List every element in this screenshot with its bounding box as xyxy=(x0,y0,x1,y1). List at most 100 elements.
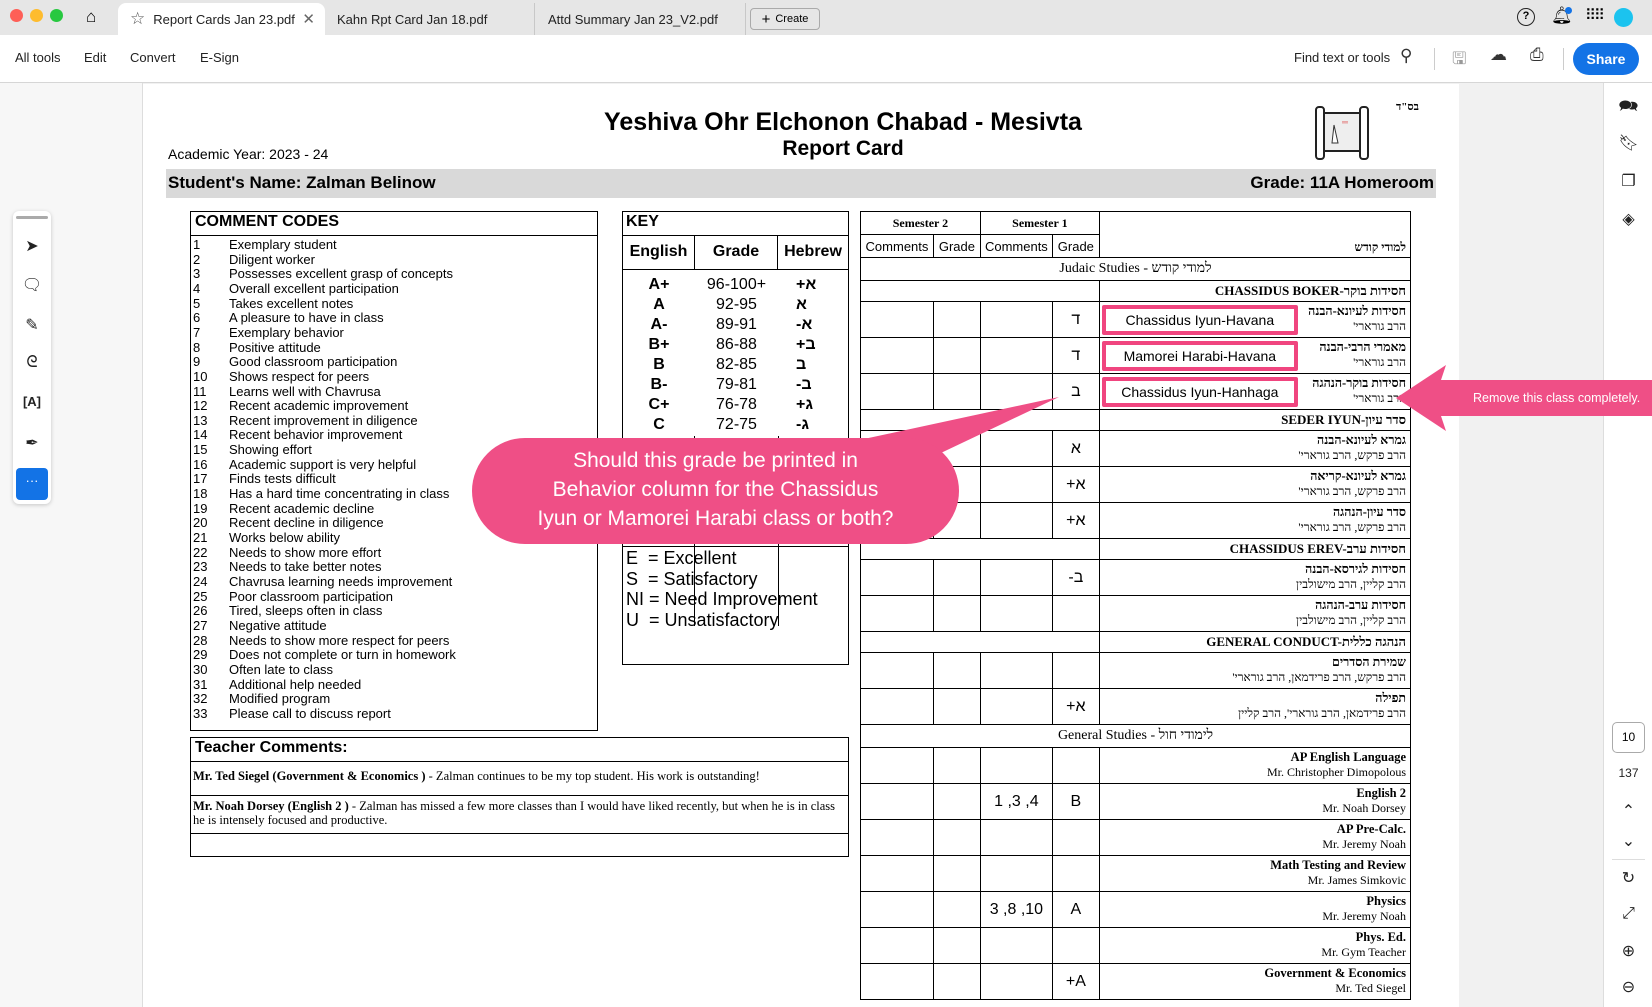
s1-grade-cell[interactable]: ד xyxy=(1051,301,1100,338)
s2-grade-cell[interactable] xyxy=(932,927,981,964)
s1-grade-cell[interactable]: א+ xyxy=(1051,466,1100,503)
avatar[interactable] xyxy=(1614,8,1633,27)
s1-grade-cell[interactable]: A+ xyxy=(1051,963,1100,1000)
zoom-out-icon[interactable]: ⊖ xyxy=(1621,979,1636,996)
s1-grade-cell[interactable]: ד xyxy=(1051,337,1100,374)
s1-grade-cell[interactable] xyxy=(1051,652,1100,689)
minimize-window-button[interactable] xyxy=(30,9,43,22)
s1-comments-cell[interactable] xyxy=(979,652,1053,689)
apps-grid-icon[interactable]: ⠿⠿ xyxy=(1585,7,1605,24)
save-icon[interactable]: 🖫 xyxy=(1452,49,1467,68)
highlight-annotation[interactable]: Mamorei Harabi-Havana xyxy=(1101,341,1298,371)
s1-comments-cell[interactable] xyxy=(979,466,1053,503)
s1-grade-cell[interactable]: ב- xyxy=(1051,559,1100,596)
menu-all-tools[interactable]: All tools xyxy=(15,50,61,65)
s1-grade-cell[interactable]: ב xyxy=(1051,373,1100,410)
zoom-in-icon[interactable]: ⊕ xyxy=(1621,943,1636,960)
s2-grade-cell[interactable] xyxy=(932,301,981,338)
s2-comments-cell[interactable] xyxy=(860,559,934,596)
sign-pen-icon[interactable]: ✒ xyxy=(25,435,39,452)
s1-comments-cell[interactable] xyxy=(979,430,1053,467)
s1-comments-cell[interactable] xyxy=(979,927,1053,964)
s2-comments-cell[interactable] xyxy=(860,747,934,784)
rotate-icon[interactable]: ↻ xyxy=(1621,870,1636,887)
s1-grade-cell[interactable]: א+ xyxy=(1051,688,1100,725)
add-comment-icon[interactable]: 🗨 xyxy=(21,277,43,294)
fit-page-icon[interactable]: ⤢ xyxy=(1622,905,1635,922)
s1-grade-cell[interactable]: B xyxy=(1051,783,1100,820)
s1-grade-cell[interactable] xyxy=(1051,819,1100,856)
close-window-button[interactable] xyxy=(10,9,23,22)
next-page-icon[interactable]: ⌄ xyxy=(1621,833,1636,850)
s2-grade-cell[interactable] xyxy=(932,855,981,892)
highlight-annotation[interactable]: Chassidus Iyun-Havana xyxy=(1101,305,1298,335)
s2-comments-cell[interactable] xyxy=(860,927,934,964)
s2-comments-cell[interactable] xyxy=(860,373,934,410)
s2-grade-cell[interactable] xyxy=(932,891,981,928)
s2-comments-cell[interactable] xyxy=(860,595,934,632)
highlighter-icon[interactable]: ✎ xyxy=(25,317,39,334)
maximize-window-button[interactable] xyxy=(50,9,63,22)
s2-comments-cell[interactable] xyxy=(860,652,934,689)
s2-grade-cell[interactable] xyxy=(932,373,981,410)
select-cursor-icon[interactable]: ➤ xyxy=(25,238,39,255)
tab-report-cards[interactable]: ☆ Report Cards Jan 23.pdf ✕ xyxy=(118,3,325,35)
s1-comments-cell[interactable] xyxy=(979,502,1053,539)
s2-grade-cell[interactable] xyxy=(932,337,981,374)
star-icon[interactable]: ☆ xyxy=(130,9,146,28)
comments-icon[interactable]: 🗪 xyxy=(1618,98,1639,115)
drag-handle[interactable] xyxy=(16,216,48,219)
s1-grade-cell[interactable] xyxy=(1051,595,1100,632)
close-tab-icon[interactable]: ✕ xyxy=(302,11,315,28)
s1-comments-cell[interactable] xyxy=(979,301,1053,338)
s1-comments-cell[interactable] xyxy=(979,559,1053,596)
s2-comments-cell[interactable] xyxy=(860,688,934,725)
s1-comments-cell[interactable] xyxy=(979,337,1053,374)
pages-icon[interactable]: ❐ xyxy=(1621,173,1636,190)
s2-grade-cell[interactable] xyxy=(932,963,981,1000)
s2-comments-cell[interactable] xyxy=(860,891,934,928)
s2-comments-cell[interactable] xyxy=(860,819,934,856)
find-text-or-tools[interactable]: Find text or tools xyxy=(1294,50,1391,65)
s1-comments-cell[interactable] xyxy=(979,747,1053,784)
s1-comments-cell[interactable] xyxy=(979,819,1053,856)
s1-comments-cell[interactable]: 1 ,3 ,4 xyxy=(979,783,1053,820)
s2-comments-cell[interactable] xyxy=(860,337,934,374)
s2-comments-cell[interactable] xyxy=(860,783,934,820)
s1-grade-cell[interactable] xyxy=(1051,747,1100,784)
s1-comments-cell[interactable] xyxy=(979,963,1053,1000)
s2-grade-cell[interactable] xyxy=(932,783,981,820)
s1-grade-cell[interactable]: א xyxy=(1051,430,1100,467)
create-button[interactable]: + Create xyxy=(750,8,820,30)
s1-comments-cell[interactable] xyxy=(979,855,1053,892)
menu-e-sign[interactable]: E-Sign xyxy=(200,50,240,65)
highlight-annotation[interactable]: Chassidus Iyun-Hanhaga xyxy=(1101,377,1298,407)
s2-grade-cell[interactable] xyxy=(932,688,981,725)
s2-grade-cell[interactable] xyxy=(932,595,981,632)
tab-kahn-rpt-card[interactable]: Kahn Rpt Card Jan 18.pdf xyxy=(325,3,535,35)
s1-comments-cell[interactable] xyxy=(979,373,1053,410)
s2-comments-cell[interactable] xyxy=(860,301,934,338)
s1-grade-cell[interactable]: A xyxy=(1051,891,1100,928)
s2-grade-cell[interactable] xyxy=(932,819,981,856)
s2-grade-cell[interactable] xyxy=(932,652,981,689)
s2-comments-cell[interactable] xyxy=(860,855,934,892)
share-button[interactable]: Share xyxy=(1573,43,1639,75)
layers-icon[interactable]: ◈ xyxy=(1622,211,1635,228)
help-icon[interactable]: ? xyxy=(1517,8,1535,26)
lasso-draw-icon[interactable]: ᘓ xyxy=(26,354,38,371)
menu-edit[interactable]: Edit xyxy=(84,50,107,65)
menu-convert[interactable]: Convert xyxy=(130,50,176,65)
s1-comments-cell[interactable] xyxy=(979,688,1053,725)
tab-attd-summary[interactable]: Attd Summary Jan 23_V2.pdf xyxy=(536,3,746,35)
more-tools-button[interactable]: ··· xyxy=(16,468,48,500)
s1-grade-cell[interactable] xyxy=(1051,927,1100,964)
search-icon[interactable]: ⚲ xyxy=(1400,46,1413,65)
upload-cloud-icon[interactable]: ☁ xyxy=(1490,45,1507,64)
s2-grade-cell[interactable] xyxy=(932,747,981,784)
s1-grade-cell[interactable] xyxy=(1051,855,1100,892)
page-number-input[interactable]: 10 xyxy=(1612,722,1645,753)
home-icon[interactable]: ⌂ xyxy=(86,7,97,26)
s1-grade-cell[interactable]: א+ xyxy=(1051,502,1100,539)
previous-page-icon[interactable]: ⌃ xyxy=(1621,803,1636,820)
